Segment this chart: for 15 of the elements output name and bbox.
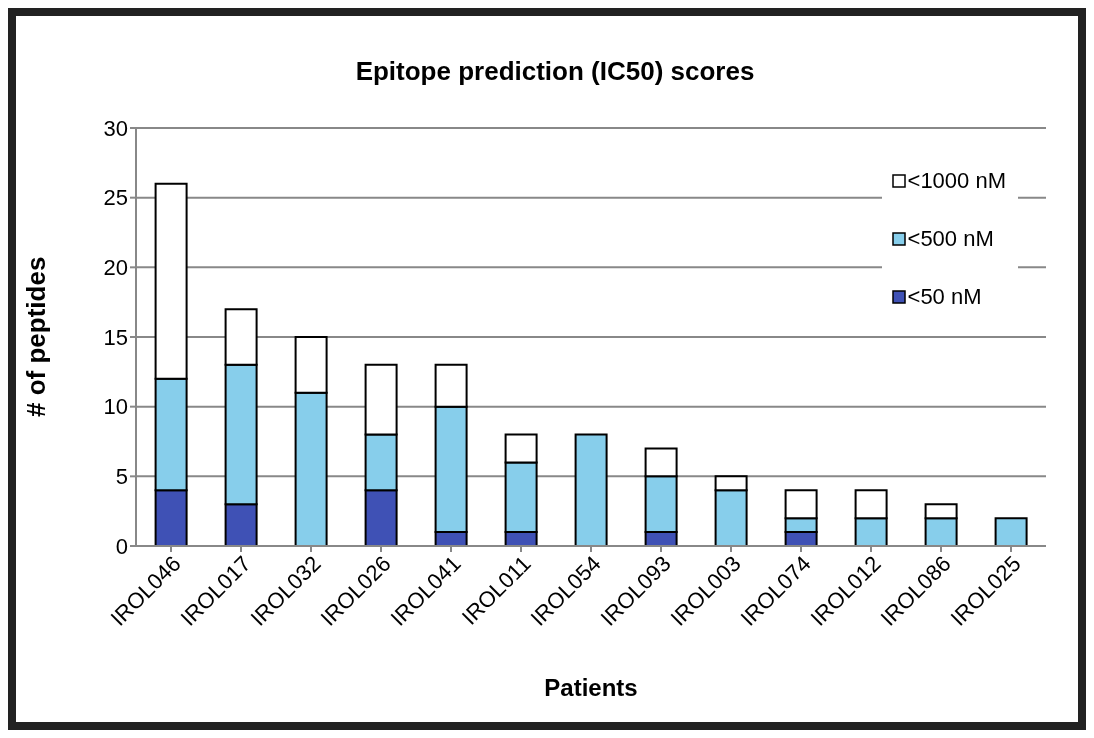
y-tick-label: 5	[115, 464, 128, 490]
legend-label: <1000 nM	[907, 168, 1006, 194]
legend-label: <50 nM	[907, 284, 982, 310]
y-tick-label: 15	[103, 324, 128, 350]
y-tick-label: 25	[103, 185, 128, 211]
bar	[574, 433, 608, 546]
chart-title: Epitope prediction (IC50) scores	[354, 56, 756, 87]
y-tick-label: 30	[103, 115, 128, 141]
x-axis-title: Patients	[544, 674, 638, 701]
y-tick-label: 10	[103, 394, 128, 420]
y-tick-label: 20	[103, 255, 128, 281]
y-axis-title: # of peptides	[21, 256, 52, 417]
y-tick-label: 0	[115, 533, 128, 559]
bar	[994, 517, 1028, 546]
legend-label: <500 nM	[907, 226, 994, 252]
